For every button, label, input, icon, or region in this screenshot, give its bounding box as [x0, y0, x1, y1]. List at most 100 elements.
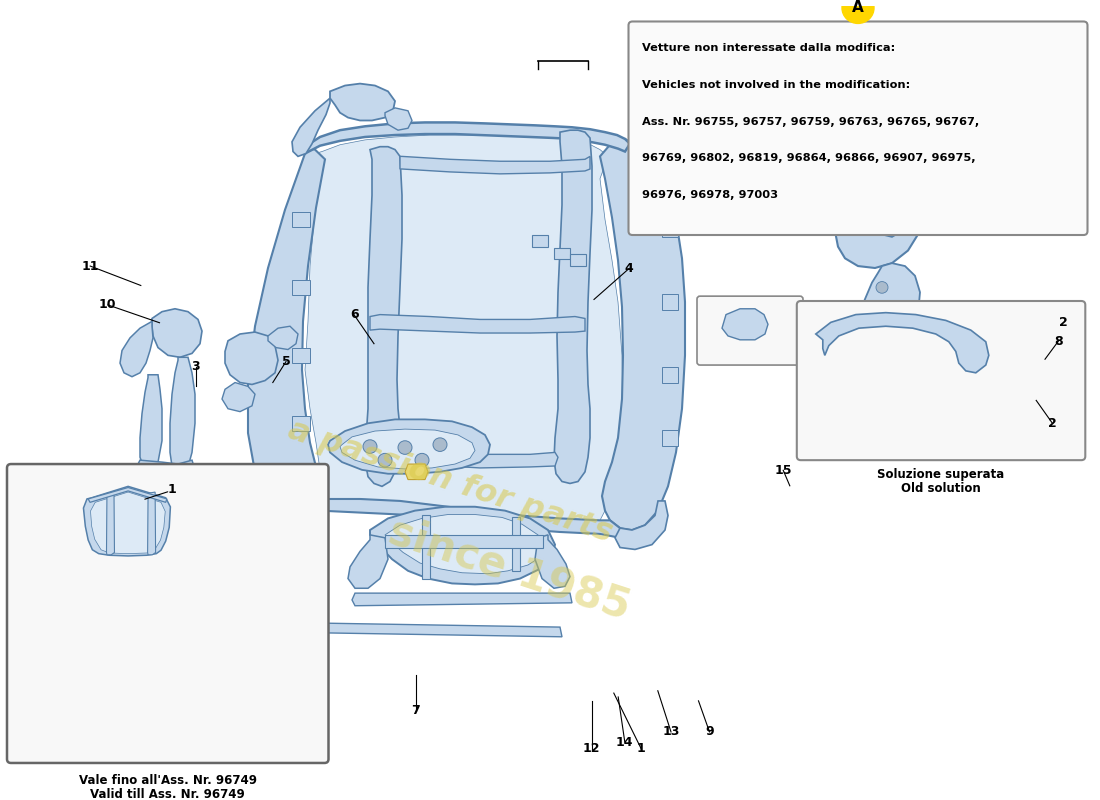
Polygon shape	[512, 518, 520, 571]
Polygon shape	[570, 254, 586, 266]
Polygon shape	[644, 162, 688, 200]
Polygon shape	[422, 514, 430, 578]
Polygon shape	[385, 514, 543, 574]
Polygon shape	[152, 309, 202, 358]
Polygon shape	[292, 98, 330, 156]
Polygon shape	[368, 449, 558, 468]
Polygon shape	[268, 622, 562, 637]
Polygon shape	[554, 130, 592, 483]
Polygon shape	[88, 487, 167, 502]
Polygon shape	[728, 35, 938, 268]
Text: 15: 15	[774, 464, 792, 477]
Polygon shape	[370, 314, 585, 333]
Polygon shape	[615, 501, 668, 550]
Text: 2: 2	[1048, 417, 1057, 430]
Polygon shape	[535, 535, 570, 588]
Text: 3: 3	[191, 361, 200, 374]
Text: 96976, 96978, 97003: 96976, 96978, 97003	[642, 190, 779, 200]
Polygon shape	[748, 133, 870, 146]
Text: Vale fino all'Ass. Nr. 96749: Vale fino all'Ass. Nr. 96749	[79, 774, 256, 786]
Polygon shape	[365, 146, 402, 486]
Polygon shape	[340, 429, 475, 469]
Polygon shape	[874, 72, 942, 237]
Polygon shape	[348, 535, 388, 588]
Text: Vetture non interessate dalla modifica:: Vetture non interessate dalla modifica:	[642, 43, 895, 53]
Polygon shape	[292, 415, 310, 431]
Polygon shape	[400, 156, 590, 174]
Polygon shape	[856, 54, 868, 64]
Text: 6: 6	[350, 309, 359, 322]
Polygon shape	[662, 294, 678, 310]
Circle shape	[909, 173, 921, 185]
Circle shape	[842, 0, 874, 23]
Text: 5: 5	[282, 355, 290, 368]
Text: 11: 11	[81, 259, 99, 273]
Polygon shape	[748, 182, 870, 195]
Polygon shape	[292, 280, 310, 295]
Circle shape	[415, 454, 429, 467]
FancyBboxPatch shape	[628, 22, 1088, 235]
Text: 96769, 96802, 96819, 96864, 96866, 96907, 96975,: 96769, 96802, 96819, 96864, 96866, 96907…	[642, 154, 976, 163]
Text: 1: 1	[637, 742, 646, 755]
Circle shape	[902, 199, 914, 210]
Text: 4: 4	[625, 262, 634, 275]
Text: 2: 2	[1059, 316, 1068, 329]
Polygon shape	[748, 203, 870, 217]
Text: 12: 12	[583, 742, 601, 755]
Text: 9: 9	[705, 726, 714, 738]
Polygon shape	[742, 53, 878, 222]
Polygon shape	[856, 42, 868, 51]
Circle shape	[433, 438, 447, 451]
Polygon shape	[120, 322, 153, 377]
Polygon shape	[107, 492, 114, 554]
Polygon shape	[886, 42, 898, 51]
Text: Ass. Nr. 96755, 96757, 96759, 96763, 96765, 96767,: Ass. Nr. 96755, 96757, 96759, 96763, 967…	[642, 117, 980, 126]
Circle shape	[876, 310, 888, 322]
Polygon shape	[816, 313, 989, 373]
Polygon shape	[268, 326, 298, 350]
Circle shape	[398, 441, 412, 454]
Polygon shape	[12, 596, 62, 625]
Text: 14: 14	[616, 735, 634, 749]
Polygon shape	[600, 139, 685, 530]
Polygon shape	[292, 347, 310, 363]
Polygon shape	[84, 486, 170, 556]
Polygon shape	[662, 367, 678, 382]
Polygon shape	[748, 156, 870, 170]
Polygon shape	[265, 496, 620, 538]
Text: since 1985: since 1985	[384, 510, 636, 628]
Polygon shape	[58, 528, 226, 554]
Polygon shape	[532, 235, 548, 246]
Polygon shape	[50, 567, 255, 598]
Polygon shape	[222, 382, 255, 412]
Polygon shape	[405, 464, 428, 479]
Polygon shape	[305, 122, 630, 154]
Text: A: A	[852, 1, 864, 15]
Circle shape	[363, 440, 377, 454]
Polygon shape	[305, 135, 623, 520]
Circle shape	[912, 114, 924, 126]
Text: Valid till Ass. Nr. 96749: Valid till Ass. Nr. 96749	[90, 788, 245, 800]
Polygon shape	[292, 212, 310, 227]
Polygon shape	[722, 309, 768, 340]
Polygon shape	[90, 492, 165, 554]
Text: 7: 7	[411, 705, 420, 718]
Polygon shape	[748, 67, 870, 81]
Polygon shape	[855, 263, 920, 355]
Polygon shape	[748, 110, 870, 124]
Circle shape	[876, 335, 888, 346]
Polygon shape	[748, 89, 870, 102]
Polygon shape	[370, 506, 556, 584]
Text: Old solution: Old solution	[901, 482, 981, 494]
Polygon shape	[385, 108, 412, 130]
Text: 13: 13	[662, 726, 680, 738]
Polygon shape	[226, 332, 278, 385]
Text: Soluzione superata: Soluzione superata	[878, 468, 1004, 481]
FancyBboxPatch shape	[697, 296, 803, 365]
Polygon shape	[330, 84, 395, 121]
Text: 8: 8	[1054, 335, 1063, 348]
Polygon shape	[662, 430, 678, 446]
FancyBboxPatch shape	[7, 464, 329, 763]
Polygon shape	[328, 419, 490, 474]
Polygon shape	[138, 460, 195, 482]
